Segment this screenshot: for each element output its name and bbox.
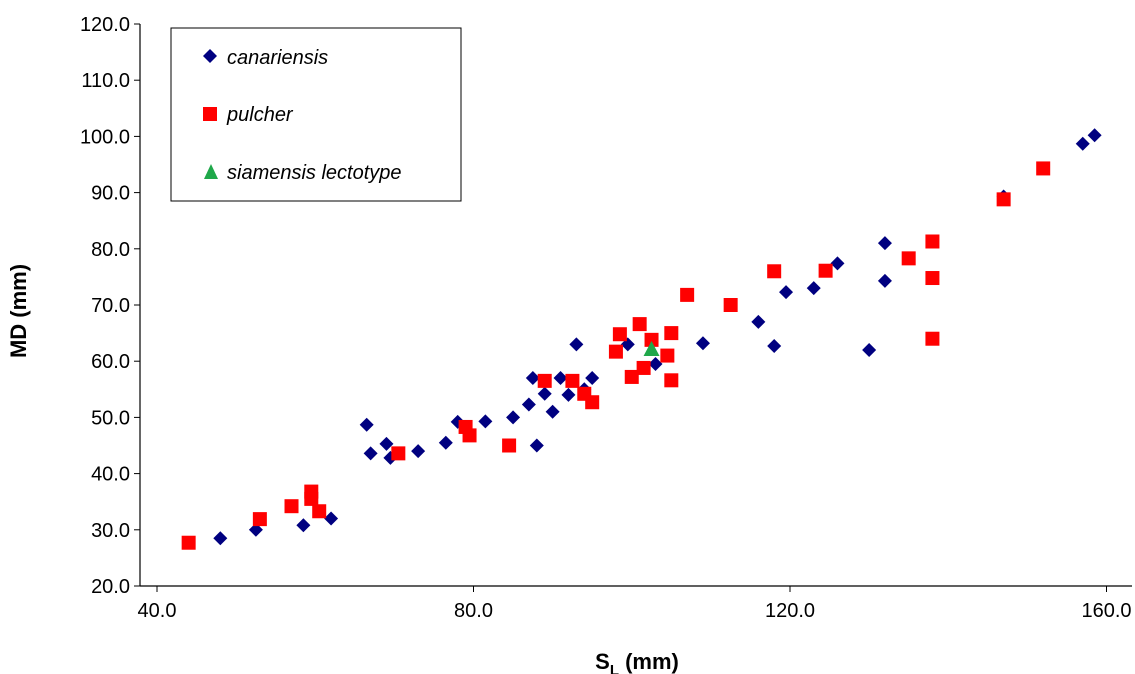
y-tick-label: 100.0 [80,126,130,148]
point-canariensis [553,371,568,386]
x-axis-title-unit: (mm) [619,649,679,674]
point-pulcher [818,263,833,278]
point-siamensis-lectotype [643,340,660,356]
point-pulcher [252,512,267,527]
point-canariensis [324,511,339,526]
point-pulcher [181,535,196,550]
point-canariensis [411,444,426,459]
point-pulcher [925,234,940,249]
point-pulcher [901,251,916,266]
point-pulcher [723,298,738,312]
point-pulcher [612,327,627,342]
legend-marker-canariensis [203,49,217,63]
point-canariensis [862,342,877,357]
legend-label-siamensis-lectotype: siamensis lectotype [227,162,402,184]
point-canariensis [585,371,600,386]
y-tick-label: 40.0 [91,464,130,486]
point-pulcher [664,326,679,341]
point-pulcher [632,317,647,332]
point-canariensis [1075,136,1090,151]
point-pulcher [1036,161,1051,176]
legend-label-pulcher: pulcher [226,104,294,126]
point-canariensis [569,337,584,352]
x-tick-label: 120.0 [765,600,815,622]
point-canariensis [529,438,544,453]
point-canariensis [506,410,521,425]
legend-label-canariensis: canariensis [227,47,328,69]
point-canariensis [296,518,311,533]
x-axis-title-subscript: L [610,662,619,674]
point-pulcher [565,373,580,388]
point-canariensis [877,273,892,288]
point-canariensis [877,236,892,251]
point-pulcher [624,369,639,384]
point-canariensis [806,281,821,296]
point-pulcher [502,438,517,453]
point-pulcher [664,373,679,388]
legend-marker-siamensis-lectotype [204,164,218,179]
point-pulcher [312,504,327,519]
x-tick-label: 80.0 [454,600,493,622]
point-pulcher [636,360,651,375]
point-pulcher [462,428,477,443]
point-pulcher [660,348,675,363]
legend: canariensis pulcher siamensis lectotype [170,27,462,202]
y-tick-label: 90.0 [91,183,130,205]
point-canariensis [521,397,536,412]
point-canariensis [751,314,766,329]
x-tick-label: 160.0 [1081,600,1131,622]
point-pulcher [585,395,600,410]
point-canariensis [767,339,782,354]
data-markers [181,128,1102,550]
point-canariensis [545,404,560,419]
x-tick-label: 40.0 [138,600,177,622]
y-tick-label: 80.0 [91,239,130,261]
point-canariensis [379,436,394,451]
point-pulcher [925,271,940,286]
point-pulcher [391,446,406,461]
point-canariensis [561,387,576,402]
point-pulcher [925,331,940,346]
y-tick-label: 30.0 [91,520,130,542]
point-canariensis [830,256,845,271]
point-pulcher [608,344,623,359]
y-tick-label: 110.0 [81,70,130,92]
point-pulcher [996,192,1011,207]
point-canariensis [695,336,710,351]
y-tick-label: 60.0 [91,351,130,373]
y-tick-label: 20.0 [91,576,130,598]
x-axis-title: SL (mm) [595,649,679,674]
y-axis-ticks: 20.0 30.0 40.0 50.0 60.0 70.0 80.0 90.0 100.0 110… [80,14,140,598]
y-tick-label: 120.0 [80,14,130,36]
point-pulcher [680,287,695,302]
point-canariensis [525,371,540,386]
point-canariensis [248,522,263,537]
point-pulcher [304,484,319,499]
point-canariensis [438,435,453,450]
y-axis-title: MD (mm) [6,264,31,358]
point-canariensis [359,417,374,432]
point-canariensis [648,357,663,372]
point-pulcher [767,264,782,279]
point-pulcher [284,499,299,514]
point-canariensis [478,414,493,429]
y-tick-label: 50.0 [91,407,130,429]
legend-marker-pulcher [203,107,217,121]
point-canariensis [213,531,228,546]
point-pulcher [644,332,659,347]
y-tick-label: 70.0 [91,295,130,317]
legend-box [170,27,462,202]
point-canariensis [779,285,794,300]
point-canariensis [537,386,552,401]
x-axis-title-main: S [595,649,610,674]
point-canariensis [363,446,378,461]
point-pulcher [537,373,552,388]
point-canariensis [1087,128,1102,143]
